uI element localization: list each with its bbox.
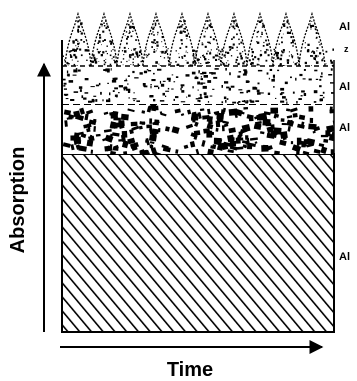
- zone-labels: Al z Al Al Al: [339, 21, 350, 263]
- layer-sparse-speckles: [62, 66, 334, 104]
- layer-dense-blotches: [62, 104, 334, 154]
- layer-spiky-crest: [62, 11, 334, 66]
- zone-label-crest: Al: [339, 21, 350, 33]
- layer-hatched: [61, 153, 335, 333]
- zone-label-hatched: Al: [339, 251, 350, 263]
- y-axis-label: Absorption: [7, 147, 29, 254]
- zone-label-blotches: Al: [339, 122, 350, 134]
- x-axis-label: Time: [167, 359, 213, 381]
- zone-label-speckles: Al: [339, 81, 350, 93]
- zone-label-extra-mark: z: [344, 44, 349, 54]
